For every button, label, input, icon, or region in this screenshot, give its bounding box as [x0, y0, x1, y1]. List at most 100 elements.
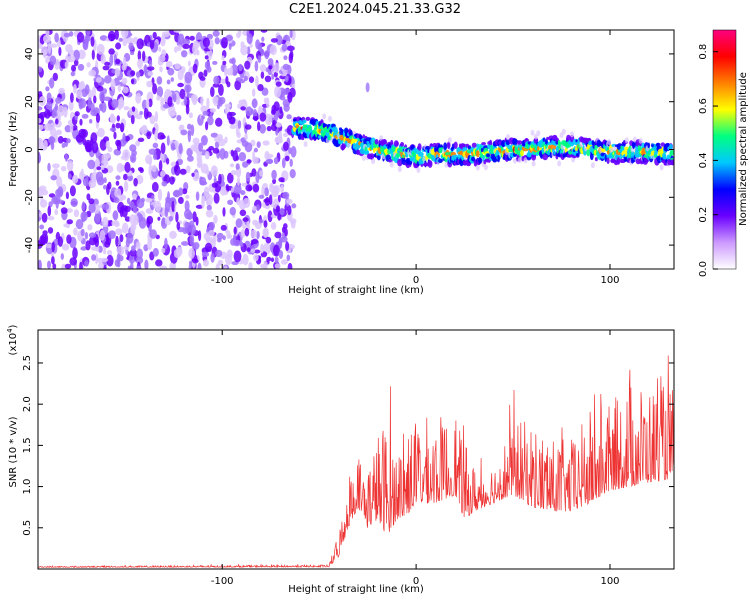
noise-speckle: [229, 124, 237, 130]
noise-speckle: [212, 30, 220, 37]
noise-speckle: [210, 132, 219, 138]
noise-speckle: [51, 241, 55, 253]
noise-speckle: [157, 216, 161, 221]
noise-speckle: [102, 88, 107, 94]
noise-speckle: [208, 229, 215, 237]
signal-cell: [554, 137, 560, 142]
noise-speckle: [272, 186, 279, 197]
noise-speckle: [201, 115, 205, 120]
noise-speckle: [88, 69, 97, 77]
noise-speckle: [265, 236, 272, 244]
noise-speckle: [111, 220, 116, 226]
noise-speckle: [124, 216, 131, 222]
noise-speckle: [72, 174, 79, 184]
noise-speckle: [52, 72, 58, 82]
noise-speckle: [185, 104, 190, 115]
noise-speckle: [177, 69, 184, 81]
noise-speckle: [38, 151, 41, 163]
noise-speckle: [259, 170, 264, 177]
noise-speckle: [204, 151, 210, 160]
noise-speckle: [195, 216, 199, 226]
noise-speckle: [80, 246, 88, 251]
noise-speckle: [78, 97, 84, 110]
noise-speckle: [259, 112, 267, 122]
noise-speckle: [287, 205, 292, 216]
noise-speckle: [47, 227, 54, 234]
signal-cell: [471, 142, 477, 148]
signal-cell: [544, 138, 548, 145]
noise-speckle: [150, 204, 154, 210]
noise-speckle: [154, 129, 158, 141]
noise-speckle: [208, 221, 215, 230]
signal-halo: [557, 160, 562, 167]
noise-speckle: [239, 241, 244, 248]
signal-halo: [570, 131, 574, 138]
signal-cell: [427, 160, 433, 168]
noise-speckle: [279, 95, 286, 101]
noise-speckle: [88, 202, 96, 214]
noise-speckle: [250, 239, 259, 245]
noise-speckle: [244, 227, 250, 237]
noise-speckle: [233, 184, 242, 195]
signal-cell: [438, 158, 443, 163]
noise-speckle: [256, 204, 260, 212]
noise-speckle: [237, 120, 242, 129]
noise-speckle: [197, 262, 202, 269]
noise-speckle: [100, 53, 106, 65]
x-tick-label: -100: [211, 275, 234, 286]
noise-speckle: [267, 58, 274, 66]
noise-speckle: [48, 136, 56, 144]
noise-speckle: [218, 138, 226, 147]
noise-speckle: [271, 73, 275, 80]
noise-speckle: [103, 265, 107, 269]
noise-speckle: [190, 124, 195, 136]
noise-speckle: [230, 170, 237, 176]
noise-speckle: [73, 84, 77, 94]
noise-speckle: [69, 123, 74, 134]
noise-speckle: [130, 114, 135, 125]
noise-speckle: [173, 30, 182, 33]
noise-speckle: [160, 134, 166, 140]
noise-speckle: [199, 76, 206, 81]
noise-speckle: [258, 194, 265, 199]
signal-halo: [506, 134, 510, 140]
noise-speckle: [114, 68, 120, 77]
noise-speckle: [100, 257, 109, 263]
noise-speckle: [217, 237, 222, 243]
noise-speckle: [257, 84, 264, 92]
noise-speckle: [265, 153, 274, 159]
noise-speckle: [191, 172, 195, 177]
noise-speckle: [68, 31, 74, 37]
noise-speckle: [162, 104, 170, 109]
noise-speckle: [197, 157, 203, 167]
noise-speckle: [148, 59, 153, 67]
noise-speckle: [278, 238, 283, 249]
noise-speckle: [86, 193, 91, 201]
isolated-blip: [365, 82, 370, 93]
noise-speckle: [291, 203, 297, 209]
noise-speckle: [189, 234, 195, 246]
noise-speckle: [270, 222, 277, 230]
noise-speckle: [221, 37, 228, 49]
signal-cell: [497, 154, 501, 163]
noise-speckle: [209, 108, 216, 113]
noise-speckle: [218, 173, 222, 185]
noise-speckle: [64, 61, 69, 69]
noise-speckle: [50, 175, 57, 181]
noise-speckle: [238, 63, 243, 72]
noise-speckle: [71, 64, 76, 72]
signal-cell: [516, 140, 523, 145]
noise-speckle: [96, 166, 102, 171]
noise-speckle: [110, 79, 116, 91]
noise-speckle: [122, 222, 129, 234]
noise-speckle: [143, 64, 148, 76]
signal-cell: [531, 153, 537, 161]
noise-speckle: [269, 44, 277, 56]
noise-speckle: [180, 124, 185, 131]
noise-speckle: [128, 42, 134, 51]
noise-speckle: [263, 261, 268, 269]
noise-speckle: [220, 224, 227, 231]
signal-halo: [513, 157, 517, 164]
noise-speckle: [257, 121, 261, 132]
noise-speckle: [131, 149, 137, 157]
